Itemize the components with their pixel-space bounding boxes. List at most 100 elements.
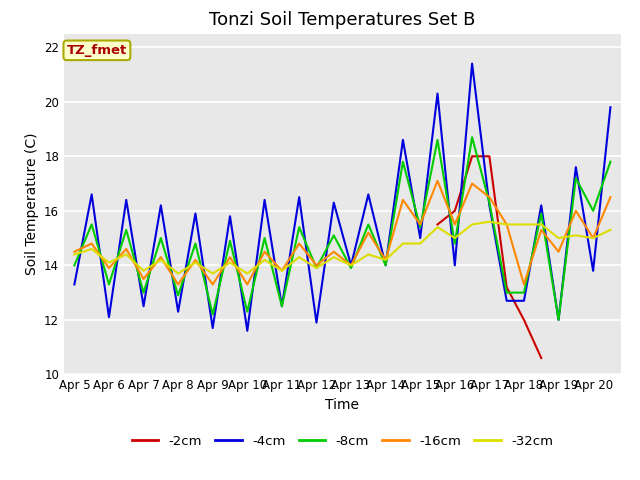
-16cm <box>365 230 372 236</box>
-2cm <box>434 222 442 228</box>
-4cm <box>70 282 78 288</box>
-16cm <box>243 282 251 288</box>
-16cm <box>88 240 95 246</box>
-8cm <box>572 175 580 181</box>
-32cm <box>399 240 407 246</box>
-32cm <box>365 252 372 257</box>
-8cm <box>607 159 614 165</box>
-16cm <box>278 268 285 274</box>
Line: -16cm: -16cm <box>74 181 611 285</box>
-4cm <box>105 314 113 320</box>
-8cm <box>260 235 268 241</box>
-16cm <box>330 249 337 254</box>
-4cm <box>538 203 545 208</box>
-8cm <box>88 222 95 228</box>
-16cm <box>417 222 424 228</box>
-2cm <box>503 284 511 290</box>
-32cm <box>70 252 78 257</box>
-4cm <box>88 192 95 197</box>
-32cm <box>348 263 355 268</box>
-8cm <box>157 235 164 241</box>
-4cm <box>417 235 424 241</box>
-8cm <box>555 317 563 323</box>
-32cm <box>555 235 563 241</box>
-4cm <box>330 200 337 205</box>
-32cm <box>486 219 493 225</box>
-16cm <box>572 208 580 214</box>
-4cm <box>312 320 320 325</box>
-16cm <box>503 222 511 228</box>
-32cm <box>122 252 130 257</box>
-16cm <box>209 282 216 288</box>
-8cm <box>520 290 528 296</box>
-32cm <box>243 271 251 276</box>
-32cm <box>434 224 442 230</box>
-4cm <box>226 214 234 219</box>
-8cm <box>589 208 597 214</box>
-4cm <box>468 60 476 66</box>
-32cm <box>191 260 199 265</box>
-4cm <box>520 298 528 304</box>
Text: TZ_fmet: TZ_fmet <box>67 44 127 57</box>
-4cm <box>572 164 580 170</box>
Y-axis label: Soil Temperature (C): Soil Temperature (C) <box>24 133 38 275</box>
-32cm <box>105 260 113 265</box>
Line: -2cm: -2cm <box>438 156 541 358</box>
-4cm <box>260 197 268 203</box>
-32cm <box>451 235 459 241</box>
Title: Tonzi Soil Temperatures Set B: Tonzi Soil Temperatures Set B <box>209 11 476 29</box>
-2cm <box>538 355 545 361</box>
-4cm <box>399 137 407 143</box>
-16cm <box>70 249 78 254</box>
-4cm <box>451 263 459 268</box>
-4cm <box>348 263 355 268</box>
-4cm <box>555 317 563 323</box>
-16cm <box>520 282 528 288</box>
-32cm <box>88 246 95 252</box>
-16cm <box>434 178 442 184</box>
-8cm <box>122 227 130 233</box>
-2cm <box>451 208 459 214</box>
-16cm <box>468 180 476 186</box>
-16cm <box>399 197 407 203</box>
-8cm <box>417 224 424 230</box>
-4cm <box>503 298 511 304</box>
-16cm <box>538 227 545 233</box>
-16cm <box>555 249 563 254</box>
-8cm <box>209 312 216 317</box>
-16cm <box>226 254 234 260</box>
-32cm <box>417 240 424 246</box>
-4cm <box>191 211 199 216</box>
-8cm <box>295 224 303 230</box>
-4cm <box>157 203 164 208</box>
-4cm <box>607 104 614 110</box>
-32cm <box>538 222 545 228</box>
-8cm <box>382 263 390 268</box>
-2cm <box>468 154 476 159</box>
-4cm <box>486 203 493 208</box>
-8cm <box>243 309 251 314</box>
-2cm <box>486 154 493 159</box>
-16cm <box>382 257 390 263</box>
Line: -32cm: -32cm <box>74 222 611 274</box>
-32cm <box>503 222 511 228</box>
-32cm <box>295 254 303 260</box>
Line: -4cm: -4cm <box>74 63 611 331</box>
-8cm <box>191 240 199 246</box>
-16cm <box>191 257 199 263</box>
-16cm <box>589 235 597 241</box>
-32cm <box>174 271 182 276</box>
-16cm <box>607 194 614 200</box>
-8cm <box>468 134 476 140</box>
-8cm <box>348 265 355 271</box>
-16cm <box>174 282 182 288</box>
-8cm <box>70 263 78 268</box>
-16cm <box>260 249 268 254</box>
-4cm <box>174 309 182 314</box>
-32cm <box>589 235 597 241</box>
-32cm <box>468 222 476 228</box>
-8cm <box>486 200 493 205</box>
-4cm <box>589 268 597 274</box>
-16cm <box>105 265 113 271</box>
-16cm <box>451 222 459 228</box>
